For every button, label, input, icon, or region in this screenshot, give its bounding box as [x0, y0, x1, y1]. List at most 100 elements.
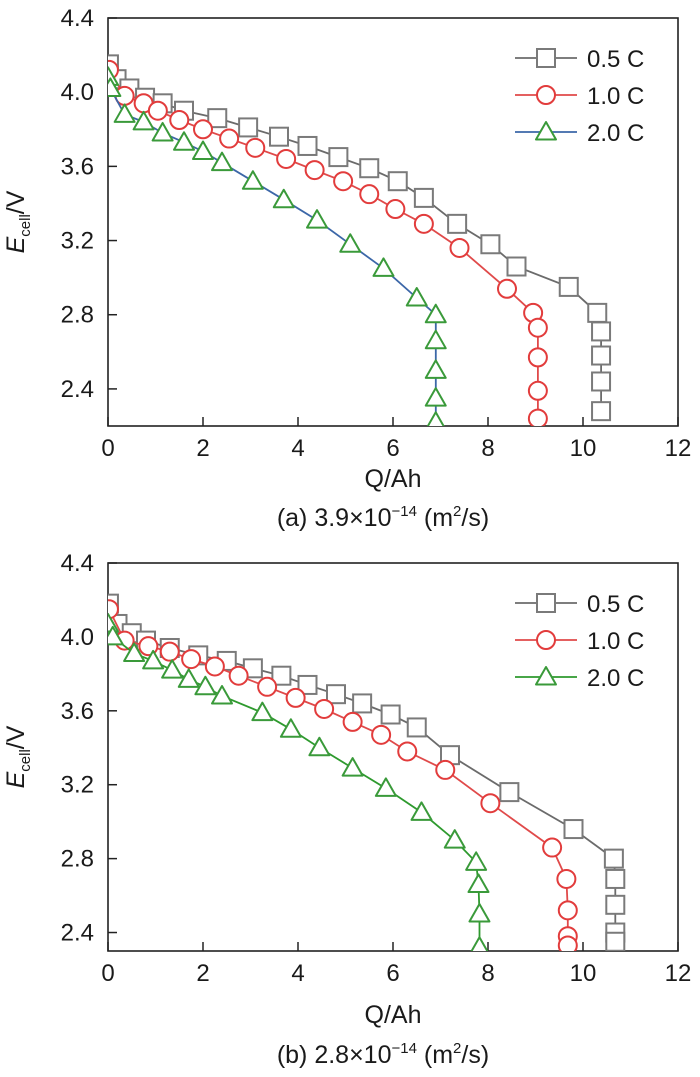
plot-frame [107, 562, 679, 952]
x-tick-label: 10 [570, 435, 597, 462]
y-tick-label: 2.4 [61, 920, 94, 947]
x-tick-label: 2 [196, 960, 209, 987]
data-point-circle [556, 868, 577, 889]
x-tick-label: 4 [291, 960, 304, 987]
data-point-circle [204, 656, 225, 677]
y-tick-label: 2.8 [61, 846, 94, 873]
data-point-circle [397, 741, 418, 762]
y-tick-label: 4.0 [61, 624, 94, 651]
data-point-triangle [194, 675, 217, 696]
data-point-circle [276, 148, 297, 169]
y-tick-label: 4.4 [61, 5, 94, 32]
legend-marker-square [536, 48, 556, 68]
data-point-square [591, 371, 612, 392]
data-point-triangle [251, 701, 274, 722]
data-point-triangle [465, 851, 488, 871]
data-layer [108, 593, 626, 951]
data-point-triangle [177, 668, 200, 688]
y-tick-label: 2.8 [61, 302, 94, 329]
data-point-triangle [113, 103, 136, 123]
data-point-triangle [211, 151, 233, 172]
data-point-circle [147, 100, 168, 121]
data-point-triangle [374, 777, 397, 797]
data-point-triangle [339, 233, 362, 253]
legend: 0.5 C 1.0 C 2.0 C [515, 591, 644, 692]
data-point-square [352, 693, 373, 714]
data-point-triangle [151, 121, 174, 142]
data-point-square [591, 401, 612, 422]
data-point-square [447, 213, 468, 234]
x-tick-label: 12 [665, 435, 692, 462]
legend-marker-circle [536, 85, 556, 105]
legend-label: 0.5 C [587, 591, 644, 618]
data-point-triangle [410, 801, 433, 821]
x-tick-label: 8 [481, 960, 494, 987]
data-point-circle [435, 759, 456, 780]
data-point-square [297, 674, 318, 695]
data-point-circle [542, 837, 563, 858]
data-point-triangle [443, 829, 466, 849]
data-point-square [328, 147, 349, 168]
data-point-square [499, 782, 520, 803]
y-tick-label: 3.6 [61, 698, 94, 725]
data-point-circle [413, 213, 434, 234]
data-point-triangle [108, 612, 119, 633]
data-point-circle [449, 237, 470, 258]
series-circle [108, 599, 578, 951]
legend-label: 2.0 C [587, 120, 644, 147]
data-point-triangle [308, 736, 331, 757]
data-point-circle [245, 137, 266, 158]
data-point-triangle [426, 411, 445, 426]
data-point-circle [557, 935, 578, 951]
legend-label: 2.0 C [587, 665, 644, 692]
data-point-triangle [306, 209, 328, 229]
series-line [108, 623, 481, 948]
data-point-square [558, 276, 579, 297]
data-point-triangle [470, 936, 489, 951]
data-point-square [359, 158, 380, 179]
data-point-square [238, 117, 259, 138]
data-point-square [271, 665, 292, 686]
data-point-triangle [161, 659, 184, 679]
data-point-square [326, 684, 346, 705]
data-point-triangle [279, 718, 302, 738]
data-point-circle [219, 128, 240, 149]
x-tick-label: 4 [291, 435, 304, 462]
data-point-triangle [372, 257, 395, 277]
data-point-triangle [424, 303, 447, 324]
legend-marker-circle [536, 630, 556, 650]
data-point-circle [257, 676, 278, 697]
data-point-circle [527, 408, 548, 426]
data-point-triangle [211, 685, 233, 705]
data-point-square [591, 345, 612, 366]
data-point-circle [159, 641, 180, 662]
data-point-circle [181, 649, 202, 670]
legend-marker-triangle [535, 121, 557, 141]
legend-marker-square [536, 593, 556, 613]
y-axis-label: Ecell/V [2, 190, 34, 253]
x-tick-label: 6 [386, 960, 399, 987]
data-point-triangle [424, 329, 447, 350]
data-point-circle [527, 317, 548, 338]
series-line [108, 608, 569, 946]
caption-a: (a) 3.9×10−14 (m2/s) [277, 503, 489, 532]
data-point-triangle [132, 110, 155, 131]
data-point-circle [342, 711, 363, 732]
series-triangle [108, 612, 491, 951]
data-point-circle [527, 380, 548, 401]
data-point-square [387, 171, 408, 192]
data-point-triangle [142, 649, 165, 670]
series-square [108, 54, 612, 422]
panel-a: (a) 3.9×10−14 (m2/s) 0 2 4 6 8 10 12 2.4 2.8 3.2 3… [2, 5, 691, 532]
y-tick-label: 3.2 [61, 772, 94, 799]
data-point-triangle [405, 287, 428, 307]
data-point-circle [371, 724, 392, 745]
data-point-square [380, 704, 401, 725]
series-triangle [108, 66, 447, 426]
data-point-square [297, 135, 318, 156]
x-tick-label: 2 [196, 435, 209, 462]
data-point-triangle [123, 642, 146, 663]
y-tick-label: 2.4 [61, 376, 94, 403]
data-point-square [269, 126, 289, 147]
x-axis-label: Q/Ah [365, 465, 422, 493]
